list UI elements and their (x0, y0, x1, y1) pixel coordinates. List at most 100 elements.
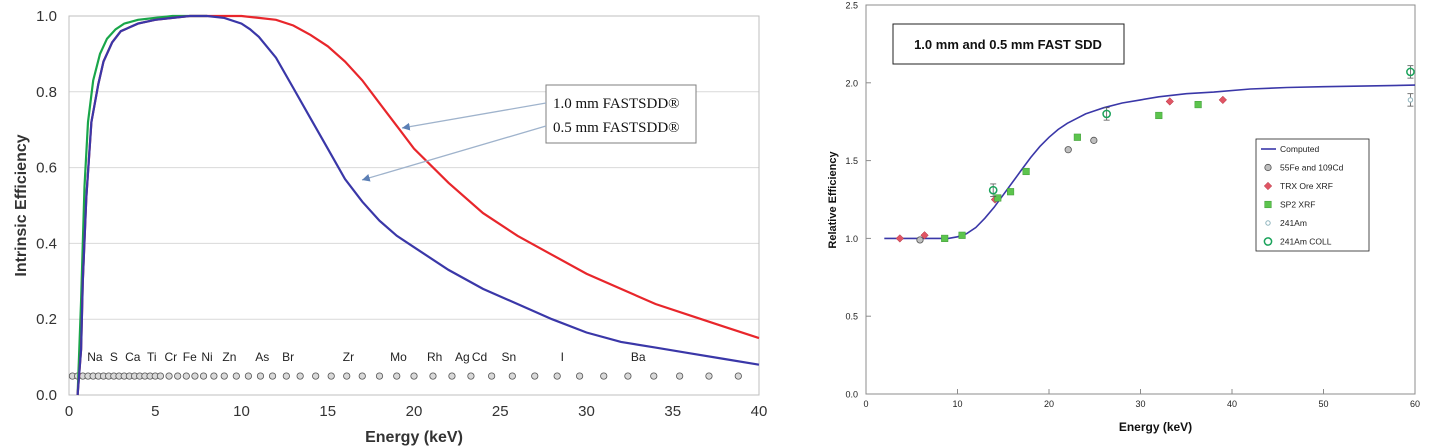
y-tick-label: 0.0 (845, 390, 858, 400)
element-marker (268, 372, 277, 380)
element-label: Cr (164, 350, 177, 364)
y-axis-title: Relative Efficiency (827, 151, 839, 249)
element-label: Ni (201, 350, 212, 364)
y-tick-label: 0.4 (36, 235, 57, 252)
point-sp2-xrf (958, 231, 966, 239)
x-tick-label: 25 (492, 403, 509, 420)
element-marker (199, 372, 208, 380)
x-tick-label: 35 (664, 403, 681, 420)
arrow-05mm (361, 125, 547, 182)
element-marker (429, 372, 437, 380)
element-marker (244, 372, 252, 380)
element-marker (174, 372, 182, 380)
point-sp2-xrf (1194, 101, 1202, 109)
legend-label: 241Am (1280, 218, 1307, 228)
element-label: As (255, 350, 269, 364)
element-label: Ag (455, 350, 470, 364)
y-tick-label: 0.5 (845, 312, 858, 322)
element-marker (296, 372, 304, 380)
element-label: Cd (472, 350, 487, 364)
legend-swatch (1263, 237, 1273, 246)
point-241am (1407, 97, 1414, 103)
element-marker (327, 372, 335, 380)
point-55fe-and-109cd (916, 236, 924, 244)
element-label: Fe (183, 350, 197, 364)
point-trx-ore-xrf (895, 234, 905, 243)
arrow-1mm (401, 102, 547, 131)
x-tick-label: 40 (751, 403, 768, 420)
legend-swatch (1264, 200, 1272, 209)
x-tick-label: 10 (952, 399, 962, 409)
legend-label-05mm: 0.5 mm FASTSDD® (553, 120, 680, 136)
x-tick-label: 10 (233, 403, 250, 420)
y-tick-label: 2.0 (845, 78, 858, 88)
point-241am-coll (988, 185, 998, 195)
element-marker (734, 372, 742, 380)
legend-label: Computed (1280, 144, 1319, 154)
element-marker (232, 372, 240, 380)
element-marker (156, 372, 165, 380)
element-label: I (561, 350, 564, 364)
legend-label-1mm: 1.0 mm FASTSDD® (553, 96, 680, 112)
element-label: Zr (343, 350, 354, 364)
element-marker (220, 372, 228, 380)
title-box (892, 23, 1125, 65)
y-tick-label: 0.6 (36, 160, 57, 177)
element-marker (182, 372, 190, 380)
element-marker (393, 372, 401, 380)
element-marker (553, 372, 561, 380)
point-55fe-and-109cd (1064, 146, 1072, 154)
element-marker (191, 372, 199, 380)
x-tick-label: 5 (151, 403, 159, 420)
legend-label: TRX Ore XRF (1280, 181, 1333, 191)
x-tick-label: 30 (1135, 399, 1145, 409)
element-label: S (110, 350, 118, 364)
element-label: Ca (125, 350, 141, 364)
element-label: Zn (222, 350, 236, 364)
y-tick-label: 0.2 (36, 311, 57, 328)
series-line-green (76, 14, 207, 396)
x-axis-title: Energy (keV) (365, 429, 463, 446)
legend-box (1255, 138, 1370, 252)
element-label: Rh (427, 350, 442, 364)
legend-callout-box (545, 84, 697, 144)
point-sp2-xrf (1155, 111, 1163, 120)
point-sp2-xrf (1073, 133, 1081, 141)
element-marker (531, 372, 539, 380)
element-marker (448, 372, 456, 380)
x-tick-label: 0 (65, 403, 73, 420)
element-marker (282, 372, 290, 380)
legend-label: SP2 XRF (1280, 200, 1315, 210)
x-tick-label: 20 (1044, 399, 1054, 409)
x-tick-label: 20 (406, 403, 423, 420)
y-axis-title: Intrinsic Efficiency (13, 134, 30, 276)
point-241am-coll (1102, 109, 1111, 119)
x-tick-label: 0 (863, 399, 868, 409)
x-tick-label: 60 (1410, 399, 1420, 409)
element-label: Br (282, 350, 294, 364)
legend-label: 55Fe and 109Cd (1280, 163, 1344, 173)
element-marker (650, 372, 658, 380)
y-tick-label: 0.8 (36, 84, 57, 101)
point-sp2-xrf (1022, 167, 1030, 176)
x-tick-label: 15 (319, 403, 336, 420)
series-line-1mm (76, 14, 760, 396)
element-label: Na (87, 350, 103, 364)
point-241am-coll (1406, 67, 1415, 77)
relative-efficiency-chart: 0.0 0.5 1.0 1.5 2.0 2.5 0 10 20 30 40 50 60 Energy (k… (827, 1, 1420, 435)
element-marker (600, 372, 608, 380)
point-trx-ore-xrf (1218, 95, 1228, 105)
intrinsic-efficiency-chart: 0.0 0.2 0.4 0.6 0.8 1.0 0 5 10 15 20 25 30 35 40 Energy… (13, 8, 768, 446)
element-marker (256, 372, 265, 380)
y-tick-label: 0.0 (36, 387, 57, 404)
series-line-05mm (76, 14, 760, 396)
element-marker (488, 372, 496, 380)
point-sp2-xrf (941, 234, 949, 242)
element-marker (410, 372, 418, 380)
chart-title: 1.0 mm and 0.5 mm FAST SDD (914, 37, 1102, 52)
y-tick-label: 1.5 (845, 156, 858, 166)
point-trx-ore-xrf (920, 231, 929, 240)
element-label: Ba (631, 350, 646, 364)
x-tick-label: 40 (1227, 399, 1237, 409)
legend-label: 241Am COLL (1280, 237, 1332, 247)
